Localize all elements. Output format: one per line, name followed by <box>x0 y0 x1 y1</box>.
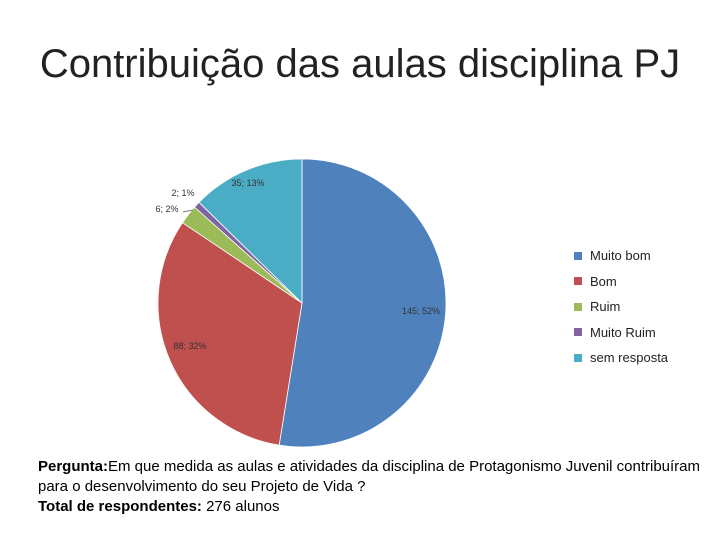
legend-item-muito-ruim: Muito Ruim <box>574 320 668 346</box>
data-label-sem-resposta: 35; 13% <box>231 178 264 188</box>
total-text: 276 alunos <box>201 498 280 515</box>
legend-item-bom: Bom <box>574 269 668 295</box>
data-label-bom: 88; 32% <box>173 341 206 351</box>
legend-swatch <box>574 353 582 362</box>
legend-label: Muito Ruim <box>590 324 656 340</box>
legend-label: Muito bom <box>590 248 651 264</box>
legend-swatch <box>574 328 582 337</box>
chart-legend: Muito bom Bom Ruim Muito Ruim sem resposta <box>574 243 668 371</box>
question-label: Pergunta: <box>38 458 109 475</box>
data-label-ruim: 6; 2% <box>155 204 178 214</box>
legend-item-muito-bom: Muito bom <box>574 243 668 269</box>
data-label-muito-bom: 145; 52% <box>402 306 440 316</box>
question-line: Pergunta:Em que medida as aulas e ativid… <box>38 457 720 497</box>
legend-item-ruim: Ruim <box>574 294 668 320</box>
legend-swatch <box>574 277 582 286</box>
total-line: Total de respondentes: 276 alunos <box>38 497 720 517</box>
pie-slice-sem-resposta <box>198 158 303 304</box>
legend-swatch <box>574 251 582 260</box>
total-label: Total de respondentes: <box>38 498 202 515</box>
legend-label: sem resposta <box>590 350 669 366</box>
data-label-muito-ruim: 2; 1% <box>171 188 194 198</box>
legend-item-sem-resposta: sem resposta <box>574 345 668 371</box>
legend-swatch <box>574 302 582 311</box>
legend-label: Ruim <box>590 299 621 315</box>
question-note: Pergunta:Em que medida as aulas e ativid… <box>38 457 720 517</box>
pie-slice-bom <box>157 222 303 446</box>
question-text: Em que medida as aulas e atividades da d… <box>38 458 701 495</box>
leader-line-ruim <box>182 209 194 213</box>
pie-slice-muito-bom <box>278 158 447 448</box>
chart-title: Contribuição das aulas disciplina PJ <box>39 42 681 86</box>
legend-label: Bom <box>590 273 617 289</box>
